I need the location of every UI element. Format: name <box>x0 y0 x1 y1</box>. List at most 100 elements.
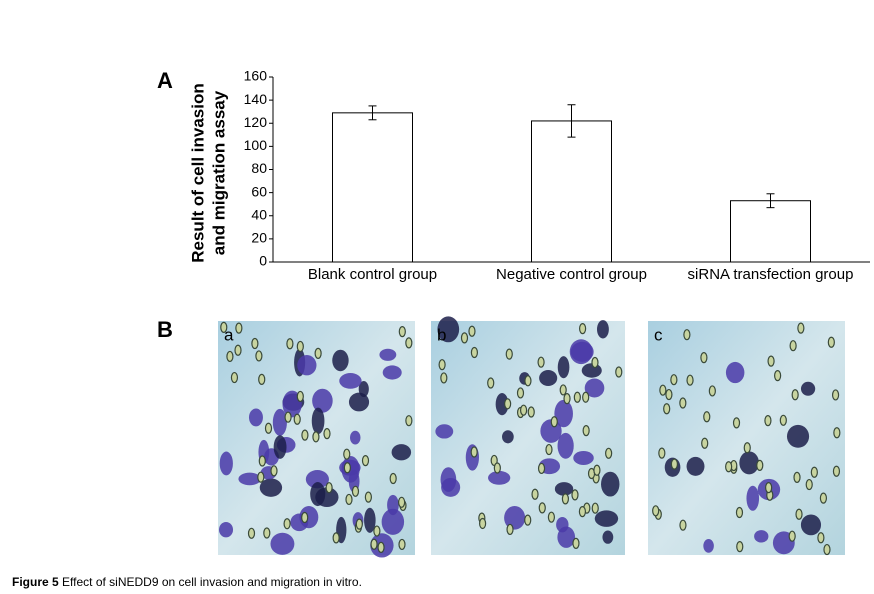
cell <box>312 388 333 413</box>
pore <box>251 337 259 350</box>
pore <box>582 391 590 403</box>
pore <box>547 511 555 523</box>
y-tick-label: 120 <box>244 114 268 130</box>
pore <box>665 388 673 401</box>
cell <box>594 510 619 527</box>
micrograph: b <box>431 316 625 555</box>
bar <box>730 200 811 263</box>
pore <box>235 322 243 334</box>
error-bar <box>766 193 775 209</box>
pore <box>764 415 772 427</box>
y-tick-label: 100 <box>244 137 268 153</box>
pore <box>652 505 660 517</box>
pore <box>663 403 671 415</box>
pore <box>493 462 501 474</box>
micrograph: c <box>648 321 845 556</box>
pore <box>286 338 294 350</box>
pore <box>736 541 744 553</box>
caption-text: Effect of siNEDD9 on cell invasion and m… <box>59 575 362 589</box>
pore <box>263 527 271 539</box>
cell <box>310 482 326 507</box>
pore <box>578 506 587 518</box>
cell <box>502 430 514 444</box>
cell <box>218 522 234 538</box>
y-tick-label: 0 <box>259 253 267 269</box>
pore <box>819 492 828 504</box>
y-tick-label: 80 <box>251 160 267 176</box>
cell <box>305 470 329 489</box>
pore <box>703 411 711 423</box>
pore <box>832 465 841 477</box>
pore <box>438 359 446 371</box>
cell <box>557 526 576 548</box>
cell <box>273 435 287 459</box>
pore <box>708 385 716 397</box>
pore <box>658 447 666 459</box>
pore <box>468 325 476 337</box>
y-tick-label: 60 <box>251 183 267 199</box>
cell <box>557 356 570 379</box>
cell <box>554 399 573 428</box>
pore <box>725 461 733 473</box>
panel-label: A <box>157 68 173 93</box>
cell <box>504 506 526 530</box>
pore <box>545 443 553 456</box>
pore <box>505 348 513 360</box>
cell <box>800 514 822 536</box>
pore <box>805 478 813 491</box>
x-tick-label: Blank control group <box>308 266 437 283</box>
pore <box>258 373 266 385</box>
image-label: c <box>654 325 663 344</box>
pore <box>296 340 304 353</box>
pore <box>398 496 406 508</box>
pore <box>559 384 567 396</box>
cell <box>382 365 402 380</box>
cell <box>339 373 362 389</box>
pore <box>538 502 546 514</box>
cell <box>270 532 295 555</box>
pore <box>519 404 528 416</box>
pore <box>563 393 571 405</box>
pore <box>398 326 406 338</box>
pore <box>686 374 694 386</box>
pore <box>257 471 265 483</box>
cell <box>800 381 816 396</box>
pore <box>779 414 787 426</box>
cell <box>441 477 461 497</box>
y-axis-label: Result of cell invasion <box>188 83 207 263</box>
cell <box>495 393 509 416</box>
pore <box>355 518 363 530</box>
pore <box>605 447 613 459</box>
pore <box>226 350 234 363</box>
pore <box>470 346 479 359</box>
pore <box>831 389 840 401</box>
pore <box>312 431 320 443</box>
pore <box>615 366 623 378</box>
pore <box>735 506 744 519</box>
cell <box>739 451 760 475</box>
y-tick-label: 160 <box>244 68 268 84</box>
cell <box>601 471 620 497</box>
cell <box>746 485 760 511</box>
cell <box>297 355 317 376</box>
pore <box>823 543 831 556</box>
pore <box>679 397 687 409</box>
pore <box>506 523 514 536</box>
pore <box>343 448 351 460</box>
pore <box>679 519 687 531</box>
cell <box>248 408 263 427</box>
pore <box>743 442 751 454</box>
pore <box>591 502 599 514</box>
pore <box>516 387 525 399</box>
bar <box>531 120 612 263</box>
cell <box>348 392 370 412</box>
cell <box>557 432 574 459</box>
cell <box>754 530 769 543</box>
pore <box>827 336 835 348</box>
pore <box>405 415 413 427</box>
cell <box>703 539 714 553</box>
pore <box>323 428 331 440</box>
pore <box>377 541 385 553</box>
pore <box>774 370 782 382</box>
